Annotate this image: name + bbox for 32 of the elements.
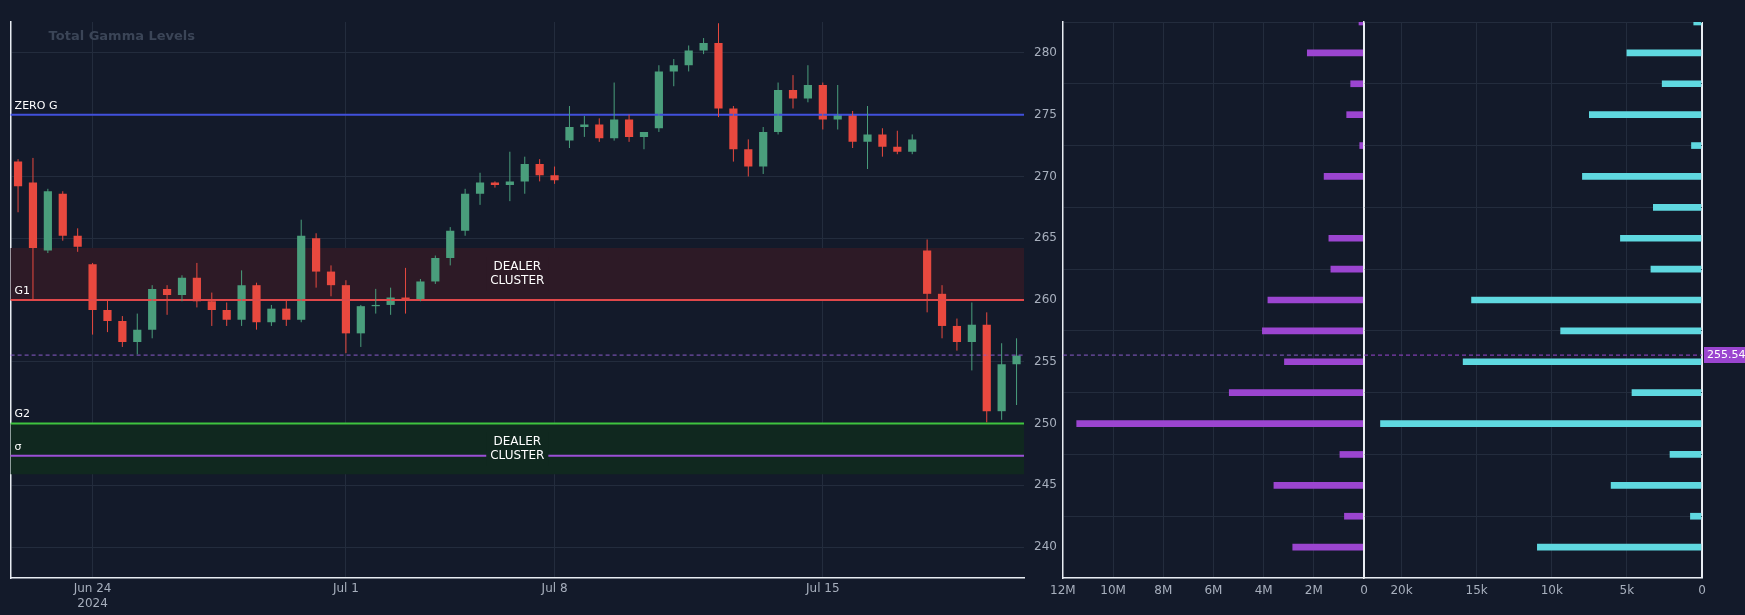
x-tick-label: 10k [1540,583,1563,598]
x-tick-label: 0 [1698,583,1706,598]
y-tick-label: 245 [1034,477,1057,492]
x-tick-label: 12M [1050,583,1076,598]
x-tick-label: Jun 24 2024 [72,581,112,610]
x-tick-label: 4M [1254,583,1273,598]
y-tick-label: 280 [1034,45,1057,60]
x-tick-label: 5k [1619,583,1635,598]
x-tick-label: Jul 15 [805,581,840,596]
y-tick-label: 265 [1034,230,1057,245]
x-tick-label: Jul 1 [331,581,359,596]
x-tick-label: 8M [1154,583,1173,598]
y-tick-label: 260 [1034,292,1057,307]
ref-line-label: G1 [14,283,31,297]
y-tick-label: 270 [1034,168,1057,183]
x-tick-label: Jul 8 [540,581,568,596]
ref-line-label: ZERO G [14,98,58,112]
x-tick-label: 15k [1465,583,1488,598]
y-tick-label: 240 [1034,539,1057,554]
ref-line-label: G2 [14,407,31,421]
y-tick-label: 255 [1034,353,1057,368]
band-label: DEALER CLUSTER [490,259,545,288]
x-tick-label: 20k [1390,583,1413,598]
y-tick-label: 275 [1034,106,1057,121]
x-tick-label: 6M [1204,583,1223,598]
x-tick-label: 0 [1360,583,1368,598]
y-tick-label: 250 [1034,415,1057,430]
band-label: DEALER CLUSTER [490,434,545,463]
x-tick-label: 2M [1304,583,1323,598]
ref-line-label: 255.54 [1707,347,1745,361]
x-tick-label: 10M [1100,583,1126,598]
ref-line-label: σ [14,439,22,453]
